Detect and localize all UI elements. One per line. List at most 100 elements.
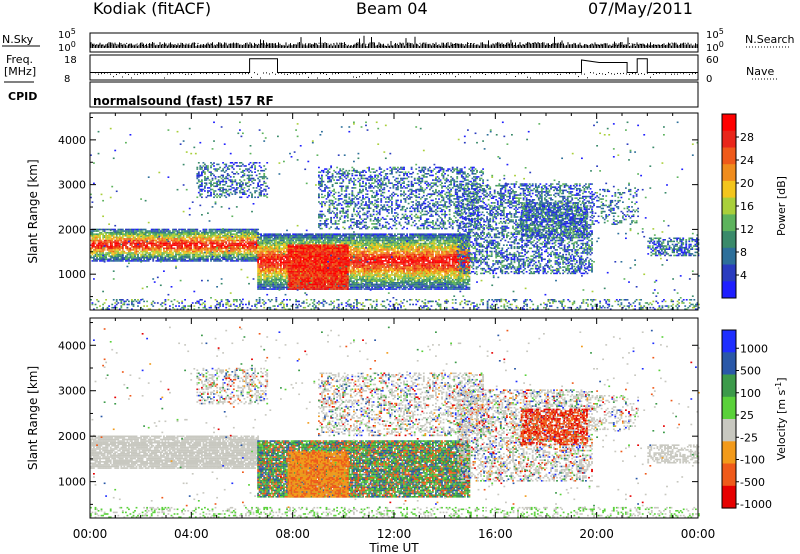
frequency-trace	[90, 59, 698, 73]
power-cell	[192, 232, 194, 234]
power-cell	[359, 252, 361, 254]
power-cell	[93, 237, 95, 239]
power-cell	[222, 244, 224, 246]
nave-sample	[440, 74, 441, 75]
power-cell	[234, 230, 236, 232]
power-cell	[169, 233, 171, 235]
power-cell	[359, 288, 361, 290]
power-cell	[367, 265, 369, 267]
power-cell	[359, 266, 361, 268]
nave-sample	[98, 74, 99, 75]
power-cell	[313, 237, 315, 239]
power-cell	[283, 288, 285, 290]
power-cell	[253, 259, 255, 261]
nave-sample	[227, 72, 228, 73]
power-cell	[269, 287, 271, 289]
power-cell	[306, 237, 308, 239]
power-cell	[131, 230, 133, 232]
nave-sample	[296, 73, 297, 74]
power-cell	[137, 255, 139, 257]
power-cell	[184, 248, 186, 250]
power-cell	[111, 244, 113, 246]
power-cell	[192, 249, 194, 251]
range-time-figure: 1051001051001886001000200030004000Slant …	[0, 0, 800, 554]
power-cell	[269, 260, 271, 262]
power-cell	[172, 252, 174, 254]
power-cell	[275, 259, 277, 261]
power-cell	[367, 268, 369, 270]
power-cell	[155, 240, 157, 242]
power-cell	[321, 243, 323, 245]
power-cell	[245, 241, 247, 243]
power-cell	[260, 237, 262, 239]
power-cell	[169, 257, 171, 259]
power-cell	[108, 246, 110, 248]
power-cell	[101, 254, 103, 256]
nave-sample	[479, 72, 480, 73]
power-cell	[253, 235, 255, 237]
power-cell	[359, 248, 361, 250]
nave-sample	[101, 73, 102, 74]
power-cell	[215, 232, 217, 234]
power-cell	[215, 237, 217, 239]
power-cell	[275, 254, 277, 256]
nave-sample	[509, 72, 510, 73]
power-cell	[101, 233, 103, 235]
power-cell	[298, 240, 300, 242]
power-cell	[136, 232, 138, 234]
power-cell	[218, 241, 220, 243]
nave-sample	[650, 77, 651, 78]
power-cell	[245, 229, 247, 231]
power-cell	[244, 243, 246, 245]
nave-sample	[647, 73, 648, 74]
nave-sample	[209, 72, 210, 73]
power-cell	[230, 259, 232, 261]
power-cell	[199, 235, 201, 237]
power-cell	[237, 252, 239, 254]
power-cell	[120, 240, 122, 242]
power-cell	[215, 252, 217, 254]
power-cell	[356, 238, 358, 240]
nsearch-tick-bottom: 100	[706, 40, 724, 54]
power-cell	[137, 251, 139, 253]
power-cell	[169, 252, 171, 254]
power-cell	[169, 232, 171, 234]
power-cell	[268, 254, 270, 256]
power-cell	[222, 248, 224, 250]
power-cell	[116, 243, 118, 245]
power-cell	[219, 255, 221, 257]
power-cell	[184, 254, 186, 256]
power-cell	[139, 240, 141, 242]
nave-sample	[407, 72, 408, 73]
power-cell	[283, 240, 285, 242]
power-cell	[275, 270, 277, 272]
power-cell	[260, 257, 262, 259]
power-cell	[199, 257, 201, 259]
power-cell	[206, 243, 208, 245]
power-cell	[99, 235, 101, 237]
power-cell	[291, 243, 293, 245]
power-cell	[275, 235, 277, 237]
nave-sample	[551, 72, 552, 73]
power-cell	[113, 235, 115, 237]
power-cell	[358, 282, 360, 284]
power-cell	[359, 265, 361, 267]
power-cell	[222, 243, 224, 245]
nave-sample	[116, 74, 117, 75]
power-cell	[146, 252, 148, 254]
power-cell	[351, 273, 353, 275]
power-cell	[123, 257, 125, 259]
power-cell	[93, 233, 95, 235]
nave-sample	[338, 73, 339, 74]
power-cell	[260, 260, 262, 262]
power-cell	[336, 237, 338, 239]
power-cell	[253, 248, 255, 250]
power-cell	[268, 285, 270, 287]
power-cell	[268, 263, 270, 265]
nave-sample	[575, 73, 576, 74]
nave-sample	[530, 77, 531, 78]
power-cell	[143, 243, 145, 245]
power-cell	[116, 257, 118, 259]
nave-sample	[149, 73, 150, 74]
power-cell	[283, 246, 285, 248]
